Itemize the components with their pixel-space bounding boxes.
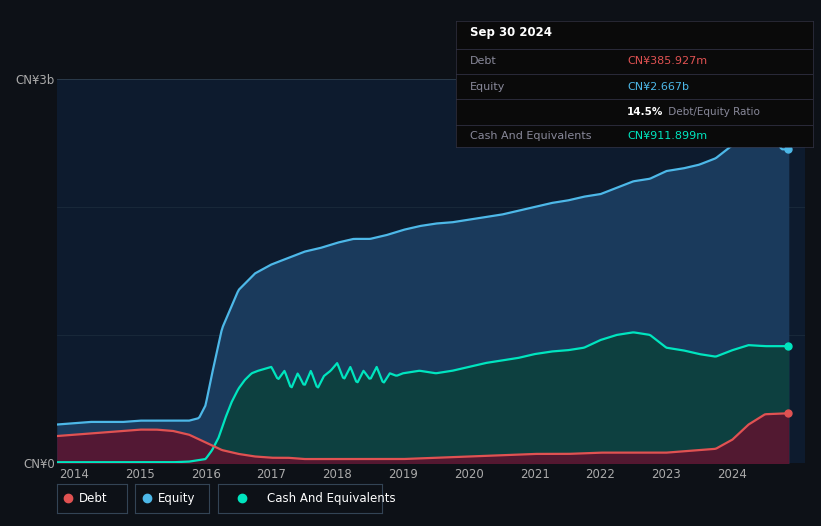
Text: 14.5%: 14.5% [627, 107, 663, 117]
Text: Cash And Equivalents: Cash And Equivalents [470, 131, 591, 141]
Text: Sep 30 2024: Sep 30 2024 [470, 26, 552, 39]
Text: CN¥2.667b: CN¥2.667b [627, 82, 689, 92]
Text: Debt: Debt [470, 56, 497, 66]
Text: Equity: Equity [158, 492, 195, 505]
Text: Cash And Equivalents: Cash And Equivalents [267, 492, 396, 505]
Text: Debt/Equity Ratio: Debt/Equity Ratio [664, 107, 759, 117]
Text: CN¥911.899m: CN¥911.899m [627, 131, 707, 141]
Text: CN¥385.927m: CN¥385.927m [627, 56, 707, 66]
Text: Equity: Equity [470, 82, 505, 92]
Text: Debt: Debt [79, 492, 107, 505]
